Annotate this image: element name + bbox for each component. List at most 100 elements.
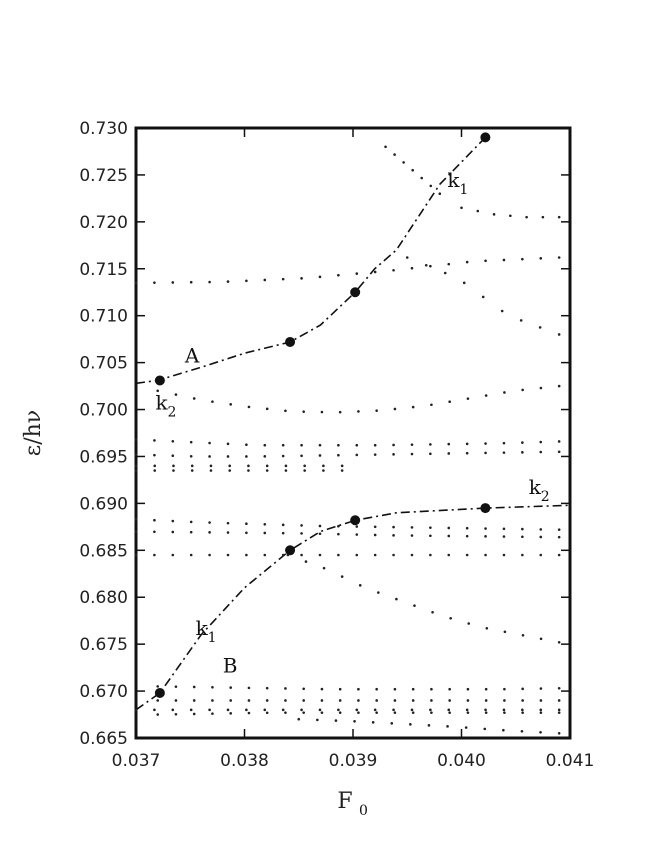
data-dot <box>320 699 324 702</box>
data-dot <box>520 729 524 733</box>
data-dot <box>322 566 326 570</box>
data-dot <box>174 699 178 702</box>
data-dot <box>134 553 138 557</box>
data-dot <box>502 553 506 557</box>
data-dot <box>153 530 156 534</box>
data-dot <box>174 712 178 716</box>
annotation-subscript: 1 <box>459 182 468 198</box>
data-dot <box>373 553 377 557</box>
data-dot <box>156 685 159 688</box>
data-dot <box>519 319 523 322</box>
data-dot <box>539 535 543 539</box>
data-dot <box>373 453 377 456</box>
data-dot <box>503 699 506 702</box>
data-dot <box>411 687 415 691</box>
data-dot <box>357 410 360 413</box>
data-dot <box>247 686 251 690</box>
data-dot <box>245 522 248 526</box>
y-tick-label: 0.720 <box>79 213 128 233</box>
data-dot <box>465 553 469 557</box>
data-dot <box>208 708 211 712</box>
y-tick-label: 0.675 <box>79 635 128 655</box>
data-dot <box>153 518 156 522</box>
data-dot <box>429 452 432 456</box>
data-dot <box>393 153 396 156</box>
data-dot <box>447 708 451 712</box>
data-dot <box>502 708 506 712</box>
data-dot <box>373 525 377 529</box>
data-dot <box>208 521 211 524</box>
annotation-subscript: 1 <box>208 630 217 646</box>
data-dot <box>502 535 506 538</box>
data-dot <box>153 708 156 712</box>
data-dot <box>541 215 545 219</box>
data-dot <box>189 530 193 534</box>
data-dot <box>503 687 506 691</box>
data-dot <box>318 708 322 712</box>
data-dot <box>338 410 342 414</box>
data-dot <box>466 699 470 702</box>
data-dot <box>424 263 428 267</box>
annotation-label: B <box>223 653 238 677</box>
data-dot <box>410 266 414 270</box>
data-dot <box>392 534 395 537</box>
data-dot <box>320 711 324 714</box>
data-dot <box>557 384 561 388</box>
data-dot <box>229 686 232 689</box>
data-dot <box>539 386 543 390</box>
data-dot <box>303 464 306 468</box>
data-dot <box>338 711 342 714</box>
data-dot <box>153 469 157 472</box>
data-dot <box>411 405 415 409</box>
data-dot <box>355 272 359 275</box>
data-dot <box>420 176 424 180</box>
data-dot <box>373 443 377 447</box>
data-dot <box>392 443 395 447</box>
data-dot <box>462 281 466 285</box>
data-dot <box>446 725 449 728</box>
data-dot <box>226 521 230 525</box>
data-dot <box>322 469 325 472</box>
data-dot <box>304 560 308 563</box>
data-dot <box>447 553 451 557</box>
data-dot <box>521 451 524 454</box>
data-dot <box>357 687 360 691</box>
data-dot <box>318 524 322 528</box>
data-dot <box>247 711 251 715</box>
data-dot <box>557 699 561 702</box>
data-dot <box>209 464 213 468</box>
y-tick-label: 0.700 <box>79 401 128 421</box>
data-dot <box>484 699 488 702</box>
data-dot <box>443 271 447 275</box>
data-dot <box>430 687 433 691</box>
data-dot <box>156 389 159 393</box>
data-dot <box>134 281 138 285</box>
data-dot <box>557 708 561 712</box>
data-dot <box>466 397 470 400</box>
data-dot <box>338 687 342 691</box>
data-dot <box>539 553 543 557</box>
data-dot <box>539 528 543 531</box>
data-dot <box>466 711 470 714</box>
data-dot <box>284 469 288 472</box>
data-dot <box>281 277 285 281</box>
data-dot <box>153 439 156 442</box>
data-marker <box>154 687 165 698</box>
data-dot <box>337 453 340 457</box>
data-dot <box>300 443 303 447</box>
data-dot <box>134 438 138 441</box>
data-dot <box>484 535 487 538</box>
data-dot <box>281 708 285 712</box>
data-dot <box>189 454 193 458</box>
data-dot <box>447 534 451 538</box>
data-dot <box>226 553 230 557</box>
data-dot <box>337 532 340 536</box>
annotation-label: A <box>184 344 200 368</box>
data-dot <box>503 391 506 394</box>
data-dot <box>557 553 561 557</box>
data-dot <box>447 452 451 455</box>
data-dot <box>449 616 452 620</box>
data-dot <box>509 214 512 218</box>
data-dot <box>171 553 175 557</box>
y-tick-label: 0.730 <box>79 119 128 139</box>
